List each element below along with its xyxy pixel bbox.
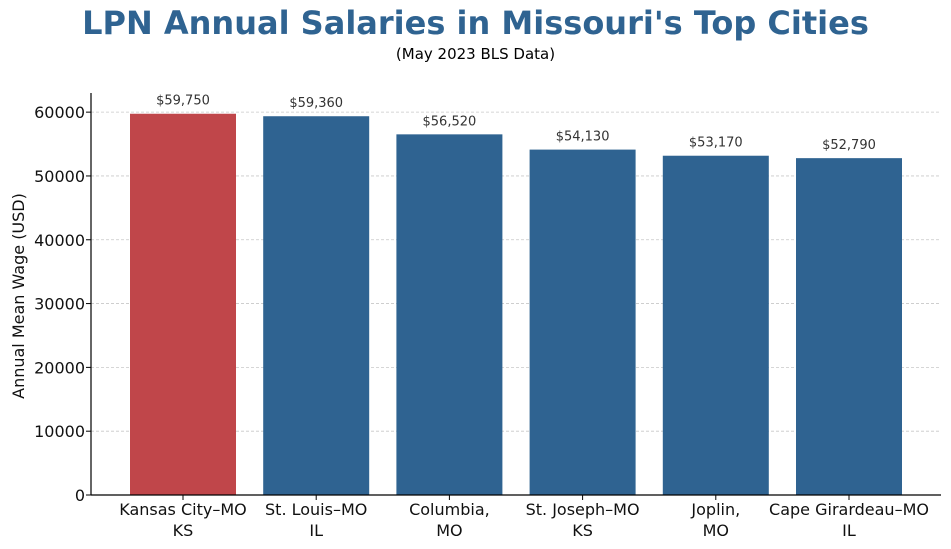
data-label: $53,170: [689, 136, 743, 151]
y-tick-labels: 0 10000 20000 30000 40000 50000 60000: [34, 103, 91, 505]
bar: [130, 113, 236, 495]
x-category-label: Columbia,: [409, 500, 490, 519]
x-category-label: KS: [173, 521, 194, 540]
data-label: $59,750: [156, 94, 210, 109]
bar: [529, 149, 636, 495]
bars: [130, 113, 902, 495]
x-category-label: IL: [842, 521, 856, 540]
x-category-label: St. Joseph–MO: [526, 500, 640, 519]
y-tick-label: 60000: [34, 103, 85, 122]
bar: [662, 155, 769, 495]
x-category-label: Joplin,: [690, 500, 740, 519]
bar: [796, 158, 902, 495]
x-category-label: St. Louis–MO: [265, 500, 367, 519]
x-category-label: IL: [309, 521, 323, 540]
y-tick-label: 0: [75, 486, 85, 505]
data-label: $52,790: [822, 138, 876, 153]
axes: [90, 93, 941, 496]
x-category-label: Cape Girardeau–MO: [769, 500, 929, 519]
chart-subtitle: (May 2023 BLS Data): [395, 45, 556, 63]
data-label: $54,130: [556, 130, 610, 145]
y-tick-label: 40000: [34, 231, 85, 250]
bar: [396, 134, 503, 495]
chart-title: LPN Annual Salaries in Missouri's Top Ci…: [82, 4, 869, 42]
y-tick-label: 10000: [34, 422, 85, 441]
x-category-labels: Kansas City–MO KS St. Louis–MO IL Columbia, M…: [119, 495, 929, 540]
data-label: $59,360: [289, 96, 343, 111]
x-category-label: Kansas City–MO: [119, 500, 246, 519]
x-category-label: MO: [703, 521, 729, 540]
x-category-label: MO: [436, 521, 462, 540]
data-labels: $59,750 $59,360 $56,520 $54,130 $53,170 $52,7…: [156, 94, 876, 153]
bar: [263, 116, 370, 495]
x-category-label: KS: [572, 521, 593, 540]
data-label: $56,520: [423, 114, 477, 129]
y-tick-label: 30000: [34, 295, 85, 314]
y-tick-label: 20000: [34, 358, 85, 377]
y-axis-title: Annual Mean Wage (USD): [9, 193, 28, 399]
y-tick-label: 50000: [34, 167, 85, 186]
